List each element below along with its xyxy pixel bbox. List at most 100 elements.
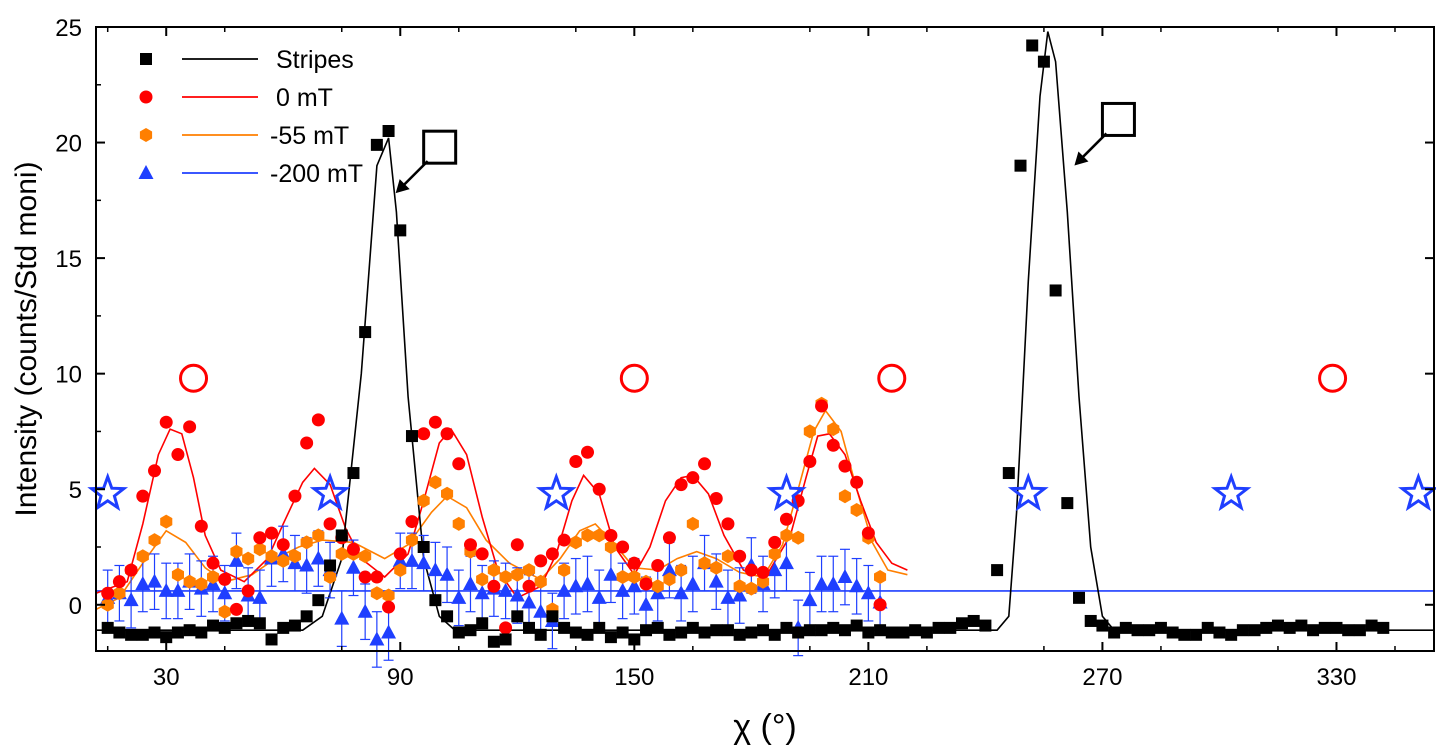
data-point-circle <box>744 563 758 577</box>
data-point-hexagon <box>253 542 266 557</box>
legend-marker <box>138 165 154 179</box>
data-point-hexagon <box>300 535 313 550</box>
data-point-square <box>1131 624 1144 637</box>
data-point-square <box>1073 591 1086 604</box>
data-point-hexagon <box>136 549 149 564</box>
data-point-circle <box>218 572 232 586</box>
data-point-square <box>1096 619 1109 632</box>
data-point-square <box>815 624 828 637</box>
data-point-circle <box>229 602 243 616</box>
data-point-square <box>803 624 816 637</box>
data-point-square <box>1236 624 1249 637</box>
legend: Stripes 0 mT -55 mT -200 mT <box>138 46 363 188</box>
data-point-square <box>1365 619 1378 632</box>
x-tick-label: 30 <box>153 664 180 691</box>
data-point-circle <box>627 556 641 570</box>
data-point-triangle <box>310 550 326 565</box>
data-point-triangle <box>638 596 654 611</box>
data-point-circle <box>253 531 267 545</box>
y-axis-label: Intensity (counts/Std moni) <box>10 161 43 516</box>
data-point-hexagon <box>359 549 372 564</box>
legend-marker <box>140 53 152 65</box>
data-point-hexagon <box>101 597 114 612</box>
stripe-square-marker <box>1100 101 1136 137</box>
data-point-square <box>218 621 231 634</box>
data-point-circle <box>698 457 712 471</box>
data-point-hexagon <box>324 570 337 584</box>
data-point-square <box>1178 628 1191 641</box>
data-point-triangle <box>580 575 596 590</box>
data-point-square <box>324 559 337 572</box>
data-point-hexagon <box>604 540 617 554</box>
x-tick-label: 270 <box>1082 664 1122 691</box>
data-point-triangle <box>685 575 701 590</box>
data-point-square <box>1342 624 1355 637</box>
data-point-hexagon <box>581 528 594 543</box>
data-point-triangle <box>170 582 186 597</box>
data-point-circle <box>616 540 630 554</box>
data-point-triangle <box>451 589 467 604</box>
data-point-hexagon <box>780 528 793 543</box>
data-point-circle <box>148 464 162 478</box>
data-point-triangle <box>814 575 830 590</box>
data-point-square <box>897 626 910 639</box>
data-point-circle <box>721 517 735 531</box>
data-point-hexagon <box>733 579 746 594</box>
data-point-circle <box>112 575 126 589</box>
data-point-square <box>698 626 711 639</box>
data-point-square <box>1271 619 1284 632</box>
data-point-square <box>1108 626 1121 639</box>
data-point-circle <box>639 577 653 591</box>
data-point-square <box>1014 159 1027 172</box>
data-point-circle <box>733 549 747 563</box>
data-point-square <box>207 619 220 632</box>
data-point-square <box>1026 39 1039 52</box>
data-point-square <box>1307 624 1320 637</box>
data-point-square <box>359 326 372 339</box>
data-point-square <box>757 624 770 637</box>
data-point-triangle <box>147 573 163 588</box>
data-point-square <box>1201 621 1214 634</box>
data-point-hexagon <box>476 572 489 587</box>
data-point-circle <box>101 586 115 600</box>
data-point-circle <box>850 475 864 489</box>
data-point-square <box>487 635 500 648</box>
data-point-hexagon <box>335 546 348 561</box>
y-tick-label: 15 <box>55 246 82 273</box>
data-point-triangle <box>591 589 607 604</box>
data-point-triangle <box>427 562 443 577</box>
data-point-circle <box>358 570 372 584</box>
data-point-square <box>932 621 945 634</box>
data-point-square <box>1190 628 1203 641</box>
data-point-square <box>663 628 676 641</box>
data-point-hexagon <box>534 574 547 589</box>
data-point-square <box>160 631 173 644</box>
data-point-square <box>171 626 184 639</box>
data-point-square <box>686 621 699 634</box>
data-point-hexagon <box>792 530 805 545</box>
data-point-circle <box>393 547 407 561</box>
data-point-triangle <box>345 559 361 574</box>
data-point-square <box>628 633 641 646</box>
arrow-line <box>1079 132 1108 161</box>
data-point-triangle <box>837 569 853 584</box>
data-point-triangle <box>732 587 748 602</box>
y-axis: 0 5 10 15 20 25 <box>55 15 1434 620</box>
data-point-square <box>838 624 851 637</box>
data-point-hexagon <box>838 489 851 504</box>
arrow-head <box>1074 151 1089 166</box>
data-point-hexagon <box>207 570 220 584</box>
data-point-triangle <box>825 575 841 590</box>
legend-label: -200 mT <box>270 160 363 188</box>
data-point-hexagon <box>768 546 781 561</box>
data-point-circle <box>323 517 337 531</box>
data-point-square <box>499 633 512 646</box>
data-point-triangle <box>158 582 174 597</box>
data-point-circle <box>838 459 852 473</box>
data-point-triangle <box>603 566 619 581</box>
stripe-square-marker <box>422 129 458 165</box>
legend-label: 0 mT <box>276 84 333 112</box>
data-point-hexagon <box>522 563 536 578</box>
data-point-circle <box>382 600 396 614</box>
